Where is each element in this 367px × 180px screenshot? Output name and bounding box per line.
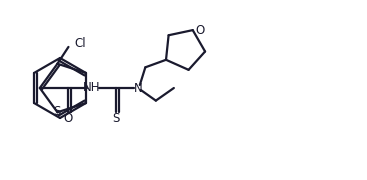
Text: S: S — [53, 105, 60, 118]
Text: O: O — [195, 24, 204, 37]
Text: NH: NH — [83, 80, 101, 93]
Text: S: S — [112, 112, 120, 125]
Text: O: O — [63, 112, 72, 125]
Text: Cl: Cl — [75, 37, 86, 50]
Text: N: N — [134, 82, 142, 94]
